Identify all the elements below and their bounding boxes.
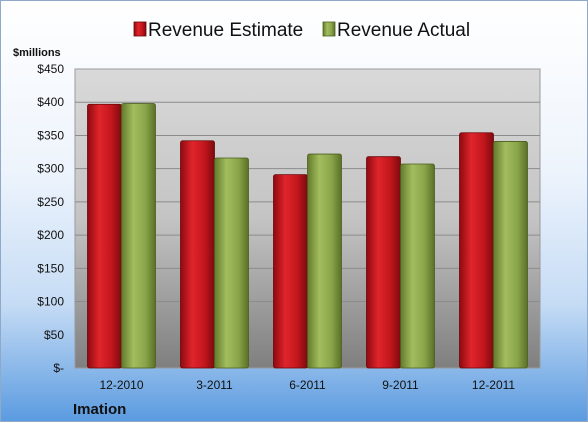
x-axis-ticks: 12-2010 3-2011 6-2011 9-2011 12-2011 [99,378,515,392]
y-tick-label: $50 [44,328,64,342]
bar-revenue-estimate [87,103,122,369]
x-tick-label: 9-2011 [382,378,419,392]
company-label: Imation [73,401,126,418]
y-axis-label: $millions [13,47,61,59]
x-tick-label: 12-2010 [99,378,143,392]
bar-revenue-estimate [273,174,308,369]
bar-revenue-actual [121,103,156,369]
y-tick-label: $200 [37,228,64,242]
bar-revenue-actual [214,157,249,369]
y-tick-label: $- [53,361,64,375]
y-tick-label: $350 [37,128,64,142]
x-tick-label: 3-2011 [196,378,233,392]
y-tick-label: $300 [37,162,64,176]
legend-swatch-estimate [133,21,147,37]
x-tick-label: 12-2011 [472,378,515,392]
y-tick-label: $100 [37,295,64,309]
bars [87,103,528,369]
bar-revenue-actual [307,153,342,369]
bar-revenue-estimate [180,140,215,369]
legend-label-actual: Revenue Actual [337,20,470,41]
bar-revenue-estimate [366,156,401,369]
legend: Revenue Estimate Revenue Actual [133,20,470,41]
y-tick-label: $450 [37,62,64,76]
y-tick-label: $400 [37,95,64,109]
x-tick-label: 6-2011 [289,378,326,392]
bar-revenue-estimate [459,132,494,369]
y-axis-ticks: $- $50 $100 $150 $200 $250 $300 $350 $400 $450 [37,62,64,375]
bar-revenue-actual [493,141,528,369]
y-tick-label: $150 [37,261,64,275]
y-tick-label: $250 [37,195,64,209]
legend-label-estimate: Revenue Estimate [148,20,303,41]
legend-swatch-actual [322,21,336,37]
bar-revenue-actual [400,163,435,369]
